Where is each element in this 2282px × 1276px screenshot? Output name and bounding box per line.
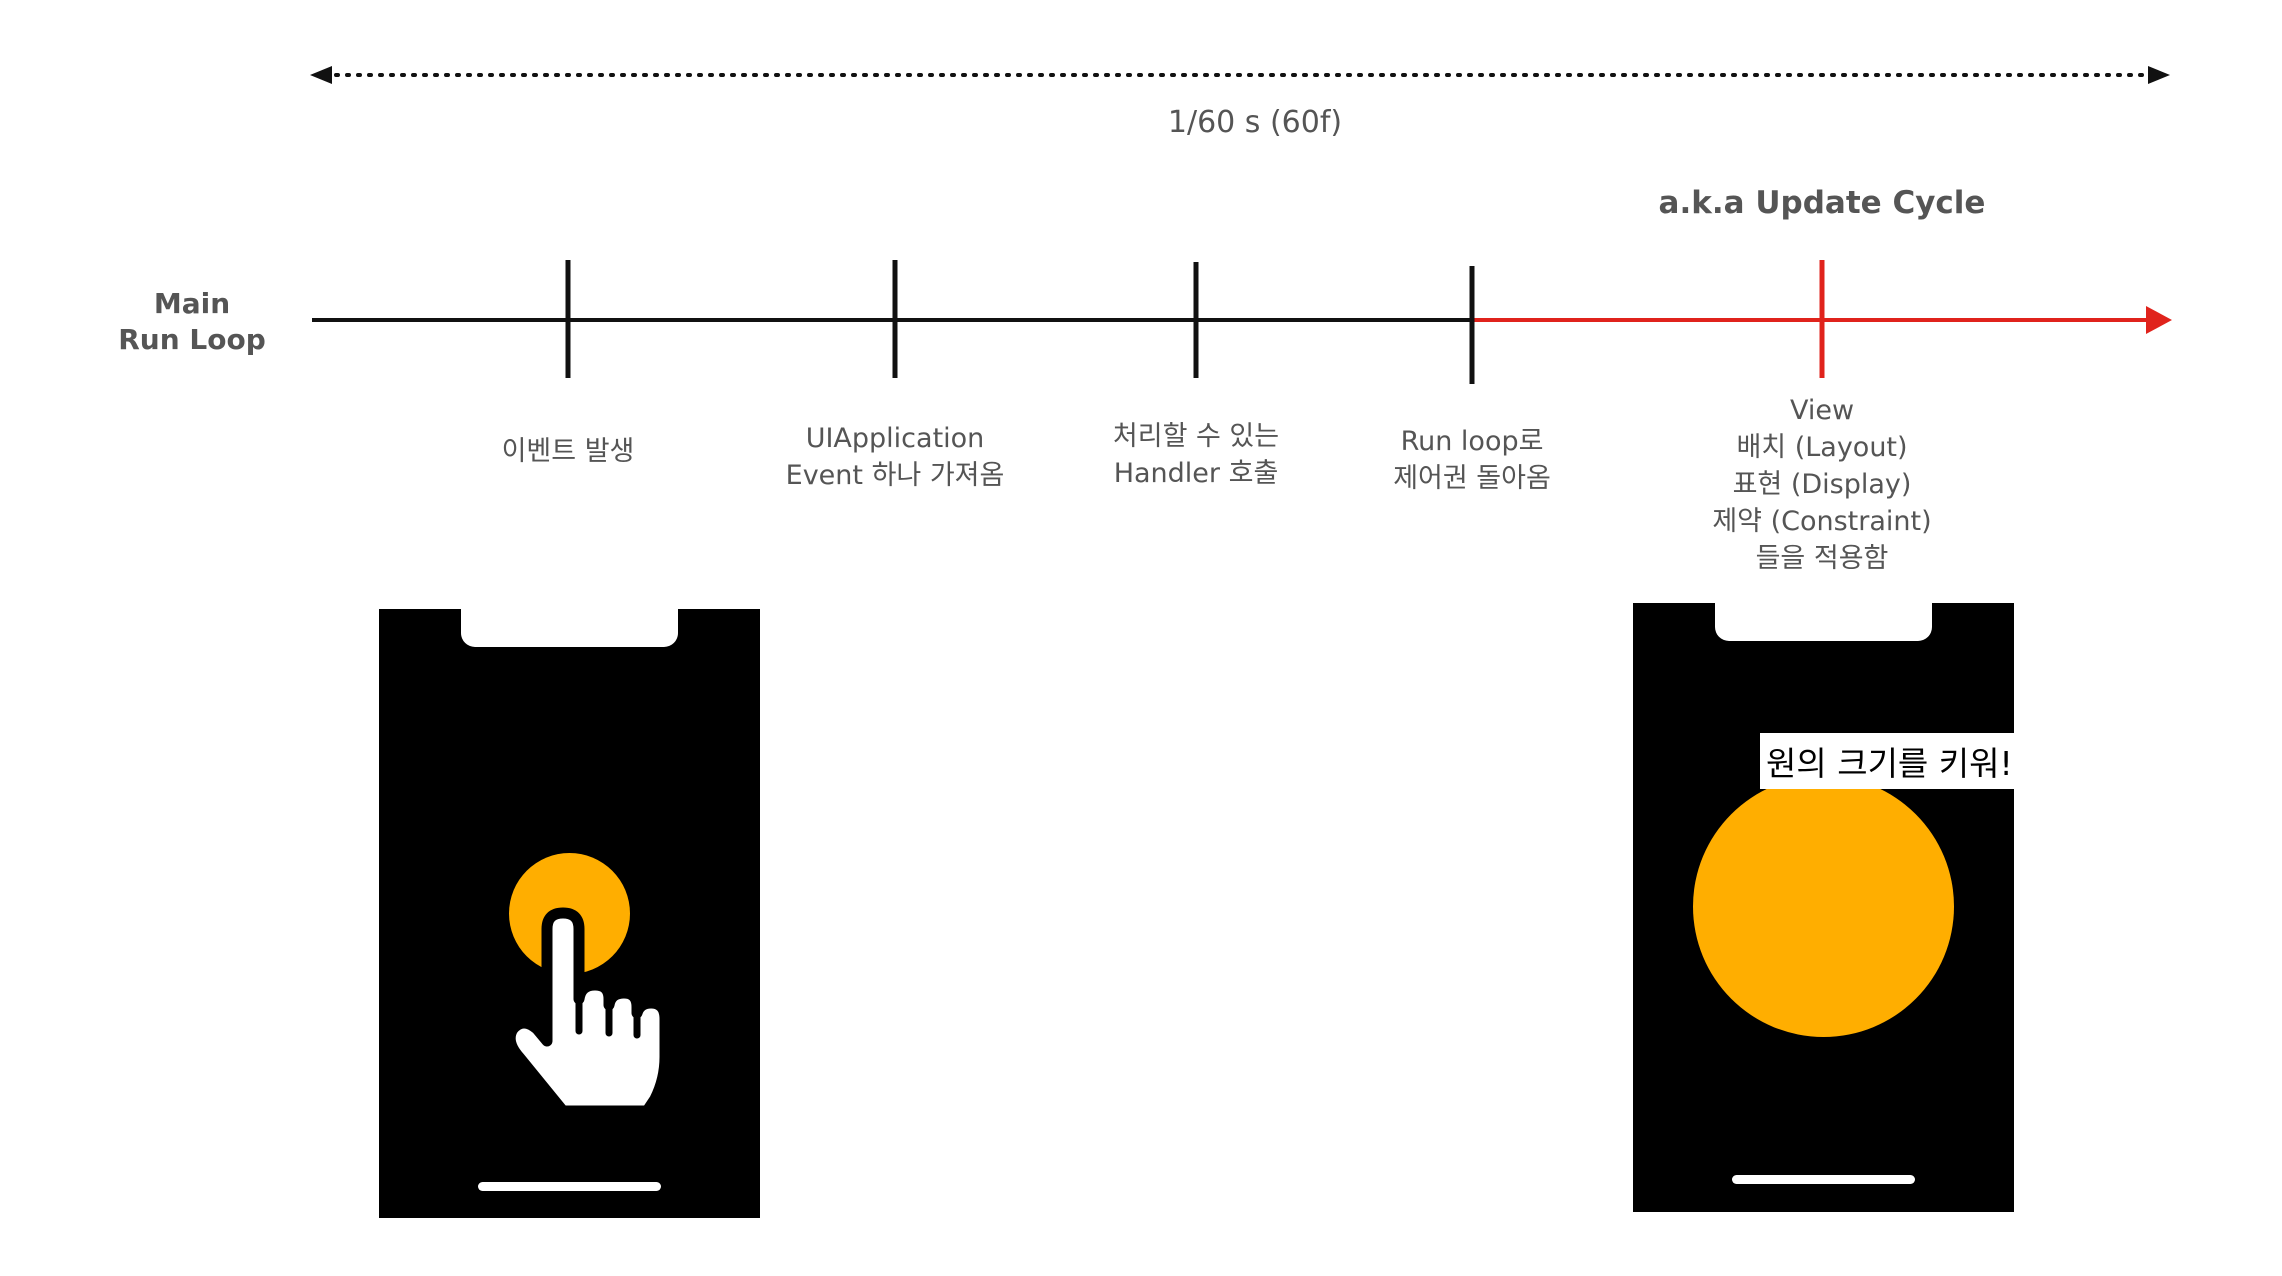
home-indicator (1732, 1175, 1915, 1184)
step-return-line-1: Run loop로 (1400, 426, 1544, 457)
step-update-line-2: 배치 (Layout) (1736, 432, 1908, 463)
duration-label: 1/60 s (60f) (1055, 105, 1455, 140)
step-uiapplication-line-1: UIApplication (805, 423, 985, 454)
duration-arrow-left-head (310, 66, 332, 84)
step-event-line-1: 이벤트 발생 (501, 436, 635, 467)
step-update-line-3: 표현 (Display) (1732, 469, 1912, 500)
step-handler-label: 처리할 수 있는 Handler 호출 (1046, 418, 1346, 492)
step-return-line-2: 제어권 돌아옴 (1393, 463, 1551, 494)
main-run-loop-line-2: Run Loop (118, 323, 266, 356)
step-handler-line-2: Handler 호출 (1113, 458, 1279, 489)
step-event-label: 이벤트 발생 (418, 433, 718, 470)
home-indicator (478, 1182, 661, 1191)
duration-arrow-right-head (2148, 66, 2170, 84)
update-cycle-label: a.k.a Update Cycle (1622, 185, 2022, 221)
phone-notch (1715, 603, 1932, 641)
step-uiapplication-line-2: Event 하나 가져옴 (785, 460, 1005, 491)
duration-text: 1/60 s (60f) (1167, 105, 1343, 140)
step-update-line-5: 들을 적용함 (1755, 543, 1889, 574)
main-run-loop-line-1: Main (153, 287, 231, 320)
pointing-hand-icon (504, 907, 671, 1117)
main-run-loop-label: Main Run Loop (92, 286, 292, 358)
step-update-label: View 배치 (Layout) 표현 (Display) 제약 (Constr… (1642, 392, 2002, 577)
phone-notch (461, 609, 678, 647)
phone-after: 원의 크기를 키워! (1633, 603, 2019, 1212)
large-circle (1693, 776, 1954, 1037)
speech-bubble: 원의 크기를 키워! (1760, 733, 2019, 789)
step-uiapplication-label: UIApplication Event 하나 가져옴 (745, 420, 1045, 494)
step-return-label: Run loop로 제어권 돌아옴 (1322, 423, 1622, 497)
step-update-line-1: View (1789, 395, 1855, 426)
phone-before (379, 609, 760, 1218)
timeline-arrow-head (2146, 306, 2172, 334)
update-cycle-text: a.k.a Update Cycle (1658, 185, 1986, 221)
step-update-line-4: 제약 (Constraint) (1712, 506, 1932, 537)
step-handler-line-1: 처리할 수 있는 (1112, 421, 1280, 452)
